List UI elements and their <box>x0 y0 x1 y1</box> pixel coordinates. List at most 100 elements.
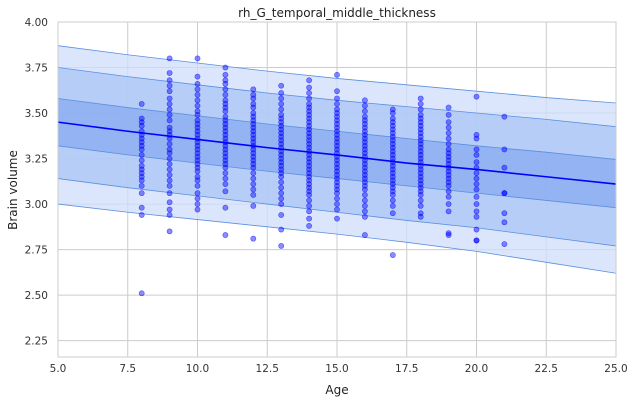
data-point <box>166 212 173 218</box>
data-point <box>222 232 229 238</box>
data-point <box>501 241 508 248</box>
data-point <box>445 130 452 136</box>
data-point <box>138 290 145 297</box>
data-point <box>250 164 257 171</box>
data-point <box>417 192 424 198</box>
data-point <box>417 106 424 113</box>
data-point <box>361 97 368 104</box>
data-point <box>445 230 452 237</box>
y-tick-label: 2.75 <box>25 245 48 257</box>
data-point <box>166 77 173 84</box>
data-point <box>222 164 229 171</box>
data-point <box>166 177 173 184</box>
data-point <box>306 77 312 84</box>
data-point <box>361 213 368 220</box>
data-point <box>306 95 312 102</box>
data-point <box>334 95 340 102</box>
data-point <box>222 175 229 182</box>
data-point <box>194 73 201 80</box>
data-point <box>166 150 173 156</box>
data-point <box>389 202 396 209</box>
data-point <box>278 195 285 202</box>
data-point <box>250 192 257 198</box>
data-point <box>194 81 201 87</box>
data-point <box>194 97 201 104</box>
data-point <box>194 195 201 202</box>
data-point <box>278 90 285 96</box>
x-tick-labels: 5.0 7.5 10.0 12.5 15.0 17.5 20.0 22.5 25.0 <box>50 363 628 375</box>
data-point <box>389 210 396 217</box>
data-point <box>361 192 368 198</box>
data-point <box>278 226 285 233</box>
band-inner-lower-edge <box>57 145 617 209</box>
data-point <box>138 204 145 211</box>
data-point <box>473 193 480 200</box>
y-tick-label: 3.00 <box>25 199 48 211</box>
data-point <box>306 208 312 215</box>
data-point <box>166 155 173 162</box>
y-tick-label: 3.25 <box>25 154 48 166</box>
data-point <box>334 195 340 202</box>
data-point <box>194 91 201 98</box>
data-point <box>361 202 368 209</box>
y-axis-label: Brain volume <box>6 150 20 230</box>
data-point <box>334 201 340 207</box>
data-point <box>194 111 201 118</box>
x-tick-label: 20.0 <box>465 363 488 375</box>
data-point <box>250 235 257 242</box>
data-point <box>306 197 312 204</box>
y-tick-label: 3.75 <box>25 63 48 75</box>
y-tick-label: 2.25 <box>25 336 48 348</box>
data-point <box>166 117 173 124</box>
data-point <box>445 232 452 238</box>
data-point <box>334 71 340 78</box>
data-point <box>473 93 480 100</box>
data-point <box>222 91 229 98</box>
fit-line-group <box>57 121 617 185</box>
x-tick-label: 7.5 <box>119 363 136 375</box>
data-point <box>389 110 396 116</box>
data-point <box>194 206 201 213</box>
data-point <box>166 111 173 118</box>
data-point <box>473 146 480 153</box>
data-point <box>138 177 145 184</box>
data-point <box>389 252 396 258</box>
data-point <box>306 90 312 96</box>
data-point <box>166 101 173 107</box>
data-point <box>334 101 340 107</box>
data-point <box>445 141 452 147</box>
data-point <box>334 88 340 95</box>
fit-line <box>57 121 617 185</box>
data-point <box>278 101 285 107</box>
data-point <box>250 175 257 182</box>
data-point <box>445 111 452 118</box>
data-point <box>389 192 396 198</box>
data-point <box>166 161 173 167</box>
data-point <box>250 86 257 93</box>
y-tick-label: 4.00 <box>25 17 48 29</box>
data-point <box>445 135 452 142</box>
data-point <box>222 204 229 211</box>
data-point <box>501 113 508 120</box>
data-point <box>166 199 173 206</box>
data-point <box>250 181 257 187</box>
data-point <box>417 202 424 209</box>
data-point <box>166 228 173 235</box>
data-point <box>138 101 145 107</box>
data-point <box>250 202 257 209</box>
data-point <box>278 243 285 249</box>
data-point <box>445 124 452 131</box>
data-point <box>361 186 368 193</box>
data-point <box>445 201 452 207</box>
data-point <box>138 122 145 129</box>
data-point <box>361 102 368 109</box>
data-point <box>445 104 452 111</box>
data-point <box>166 88 173 95</box>
data-point <box>445 188 452 195</box>
data-point <box>166 95 173 102</box>
data-point <box>278 201 285 207</box>
x-tick-label: 10.0 <box>186 363 209 375</box>
data-point <box>194 177 201 184</box>
data-point <box>138 212 145 218</box>
data-point <box>166 106 173 113</box>
